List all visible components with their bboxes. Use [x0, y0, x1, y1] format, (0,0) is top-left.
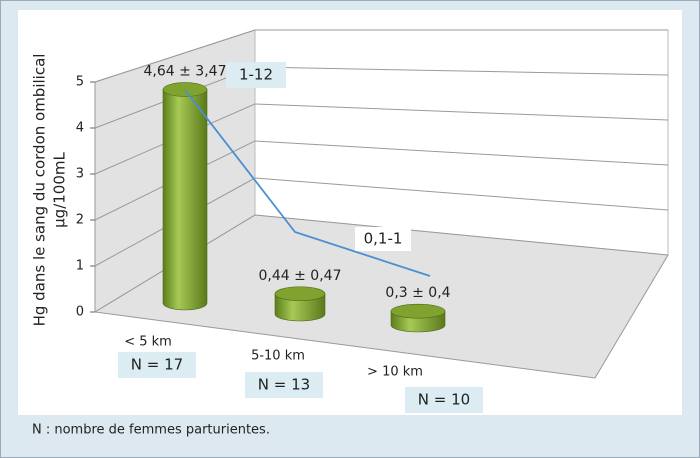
x-tick-label: > 10 km: [367, 365, 423, 380]
x-tick-label: < 5 km: [124, 335, 172, 350]
n-box: [245, 372, 323, 398]
grid-line: [94, 29, 256, 83]
grid-line: [254, 66, 669, 76]
y-tick-label: 4: [76, 121, 84, 136]
n-box: [118, 352, 196, 378]
value-label: 0,3 ± 0,4: [385, 285, 450, 301]
y-tick-label: 0: [76, 305, 84, 320]
y-tick-label: 3: [76, 167, 84, 182]
n-label: N = 17: [131, 356, 183, 374]
bar-top: [390, 303, 446, 319]
range-label: 1-12: [239, 66, 273, 84]
value-label: 4,64 ± 3,47: [144, 64, 227, 80]
footnote: N : nombre de femmes parturientes.: [32, 423, 270, 438]
bar: [274, 293, 326, 322]
value-label: 0,44 ± 0,47: [259, 268, 342, 284]
range-label: 0,1-1: [364, 230, 403, 248]
y-tick-label: 2: [76, 213, 84, 228]
range-box: [355, 227, 411, 251]
grid-line: [254, 103, 669, 121]
bar-top: [274, 286, 326, 302]
n-label: N = 10: [418, 391, 470, 409]
y-axis-label: Hg dans le sang du cordon ombilical: [31, 54, 49, 327]
x-tick-label: 5-10 km: [251, 349, 305, 364]
n-label: N = 13: [258, 376, 310, 394]
bar-top: [162, 82, 208, 97]
grid-line: [254, 140, 669, 166]
connector-line: [184, 89, 431, 277]
y-tick-label: 5: [76, 75, 84, 90]
grid-line: [254, 177, 669, 211]
y-axis-label: µg/100mL: [51, 151, 69, 227]
bar: [162, 89, 208, 311]
range-box: [226, 62, 286, 88]
y-tick-label: 1: [76, 259, 84, 274]
n-box: [405, 387, 483, 413]
